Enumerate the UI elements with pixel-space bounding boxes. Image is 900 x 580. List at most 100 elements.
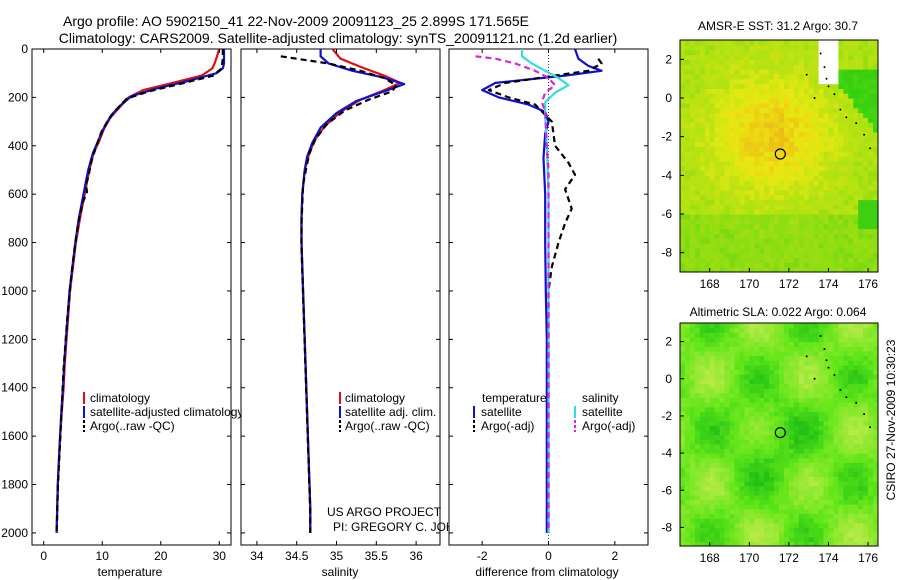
map-cell [749, 443, 755, 450]
map-cell [774, 490, 780, 496]
map-cell [714, 160, 721, 167]
map-cell [739, 369, 745, 375]
map-cell [853, 434, 859, 440]
map-cell [729, 341, 736, 347]
map-cell [858, 160, 864, 167]
map-cell [704, 378, 711, 385]
map-cell [724, 490, 731, 496]
map-cell [863, 481, 869, 487]
map-cell [818, 165, 825, 172]
map-cell [759, 54, 765, 60]
map-cell [769, 78, 775, 85]
map-cell [764, 127, 770, 133]
map-cell [739, 490, 745, 496]
map-cell [680, 107, 686, 114]
map-cell [689, 457, 696, 463]
map-cell [709, 136, 716, 143]
map-cell [848, 194, 854, 201]
map-cell [798, 494, 805, 501]
map-cell [754, 499, 760, 505]
map-cell [714, 346, 721, 352]
map-cell [868, 78, 874, 85]
map-cell [838, 346, 844, 352]
map-cell [858, 360, 864, 366]
map-cell [759, 532, 765, 538]
map-cell [724, 499, 731, 505]
map-lat-label: 0 [665, 91, 672, 105]
map-cell [719, 199, 726, 205]
map-cell [769, 508, 775, 515]
map-cell [704, 243, 711, 249]
map-cell [868, 369, 874, 375]
map-cell [803, 243, 810, 249]
map-cell [779, 78, 785, 85]
map-cell [838, 228, 844, 234]
map-cell [749, 536, 755, 542]
map-cell [680, 522, 686, 529]
map-cell [685, 160, 691, 167]
map-cell [769, 73, 775, 80]
map-cell [680, 402, 686, 408]
map-cell [704, 532, 711, 538]
map-cell [833, 112, 840, 118]
map-cell [868, 233, 874, 239]
map-cell [823, 194, 830, 201]
map-cell [769, 369, 775, 375]
map-cell [848, 175, 854, 181]
map-cell [680, 194, 686, 201]
map-cell [818, 204, 825, 210]
map-cell [828, 127, 835, 133]
map-cell [744, 360, 750, 366]
map-cell [744, 532, 750, 538]
map-cell [833, 243, 840, 249]
map-cell [779, 107, 785, 114]
map-cell [704, 233, 711, 239]
map-cell [813, 462, 820, 468]
map-cell [759, 252, 765, 259]
map-cell [744, 223, 750, 230]
map-cell [838, 499, 844, 505]
map-cell [873, 522, 878, 529]
map-cell [724, 83, 731, 89]
map-cell [833, 402, 840, 408]
map-cell [754, 443, 760, 450]
map-cell [788, 165, 795, 172]
map-cell [694, 218, 701, 225]
map-cell [739, 481, 745, 487]
map-cell [798, 136, 805, 143]
map-cell [754, 522, 760, 529]
map-cell [714, 267, 721, 272]
map-cell [709, 233, 716, 239]
map-cell [793, 420, 800, 426]
map-cell [774, 218, 780, 225]
map-cell [764, 44, 770, 51]
map-cell [808, 40, 815, 46]
map-cell [719, 88, 726, 94]
map-cell [749, 112, 755, 118]
map-cell [793, 443, 800, 450]
map-cell [803, 107, 810, 114]
map-cell [833, 341, 840, 347]
map-cell [689, 448, 696, 454]
map-cell [680, 439, 686, 445]
map-cell [689, 88, 696, 94]
map-cell [714, 369, 721, 375]
map-cell [798, 102, 805, 109]
map-cell [734, 425, 741, 431]
map-cell [699, 481, 706, 487]
map-cell [793, 199, 800, 205]
map-cell [729, 383, 736, 389]
legend-label-satellite: satellite adj. clim. [345, 405, 436, 419]
map-cell [724, 194, 731, 201]
map-cell [779, 406, 785, 412]
map-cell [764, 233, 770, 239]
map-cell [709, 420, 716, 426]
map-cell [863, 228, 869, 234]
map-cell [709, 346, 716, 352]
map-cell [714, 490, 721, 496]
map-cell [774, 415, 780, 422]
map-lat-label: 2 [665, 52, 672, 66]
map-cell [709, 508, 716, 515]
map-cell [744, 518, 750, 524]
map-cell [749, 93, 755, 99]
